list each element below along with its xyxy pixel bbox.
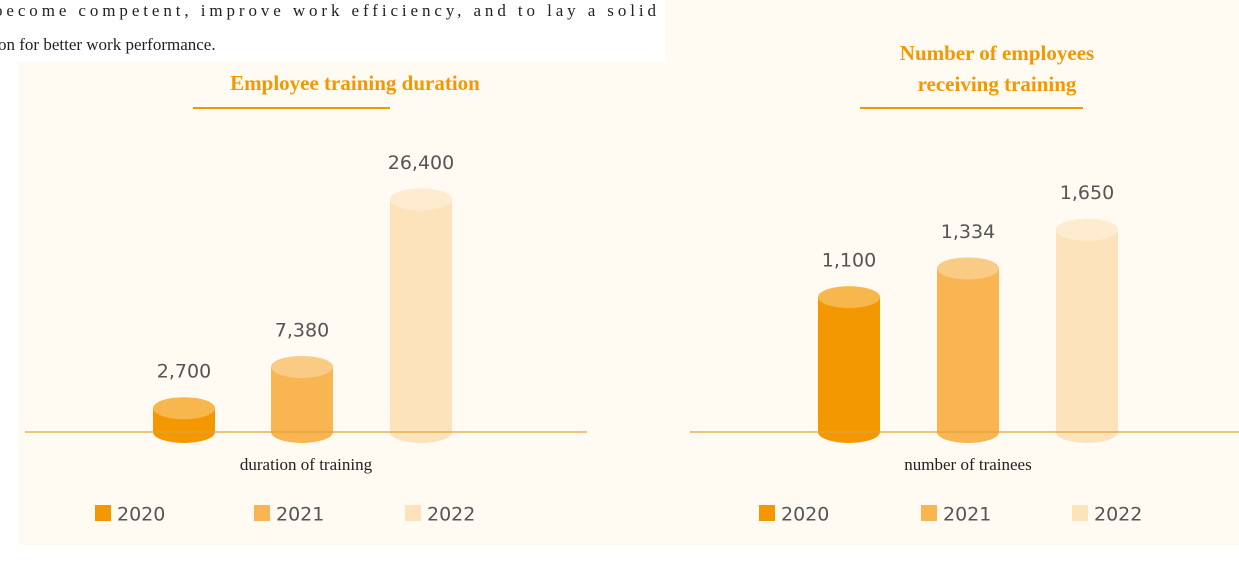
bar-top [818, 286, 880, 309]
chart-title: Employee training duration [230, 71, 480, 95]
body-text: on for better work performance. [0, 35, 216, 54]
legend-swatch [405, 505, 421, 521]
legend-label: 2022 [427, 504, 475, 526]
bar-top [937, 257, 999, 280]
chart-title: receiving training [918, 72, 1077, 96]
value-label: 26,400 [388, 152, 454, 174]
bar-top [271, 355, 333, 378]
text-area [0, 0, 665, 62]
bar-top [390, 188, 452, 211]
legend-swatch [921, 505, 937, 521]
value-label: 1,100 [822, 250, 876, 272]
legend-label: 2021 [276, 504, 324, 526]
legend-swatch [95, 505, 111, 521]
legend-label: 2020 [117, 504, 165, 526]
bar [390, 199, 452, 432]
legend-label: 2020 [781, 504, 829, 526]
value-label: 1,650 [1060, 182, 1114, 204]
legend-swatch [254, 505, 270, 521]
x-axis-label: number of trainees [904, 455, 1031, 474]
value-label: 2,700 [157, 361, 211, 383]
chart-title: Number of employees [900, 41, 1094, 65]
value-label: 1,334 [941, 221, 995, 243]
legend-swatch [1072, 505, 1088, 521]
x-axis-label: duration of training [240, 455, 373, 474]
bar [937, 268, 999, 432]
bar-top [153, 397, 215, 420]
legend-swatch [759, 505, 775, 521]
bar [1056, 229, 1118, 432]
panel [18, 0, 1239, 545]
legend-label: 2022 [1094, 504, 1142, 526]
legend-label: 2021 [943, 504, 991, 526]
value-label: 7,380 [275, 319, 329, 341]
bar [818, 297, 880, 432]
bar-top [1056, 218, 1118, 241]
